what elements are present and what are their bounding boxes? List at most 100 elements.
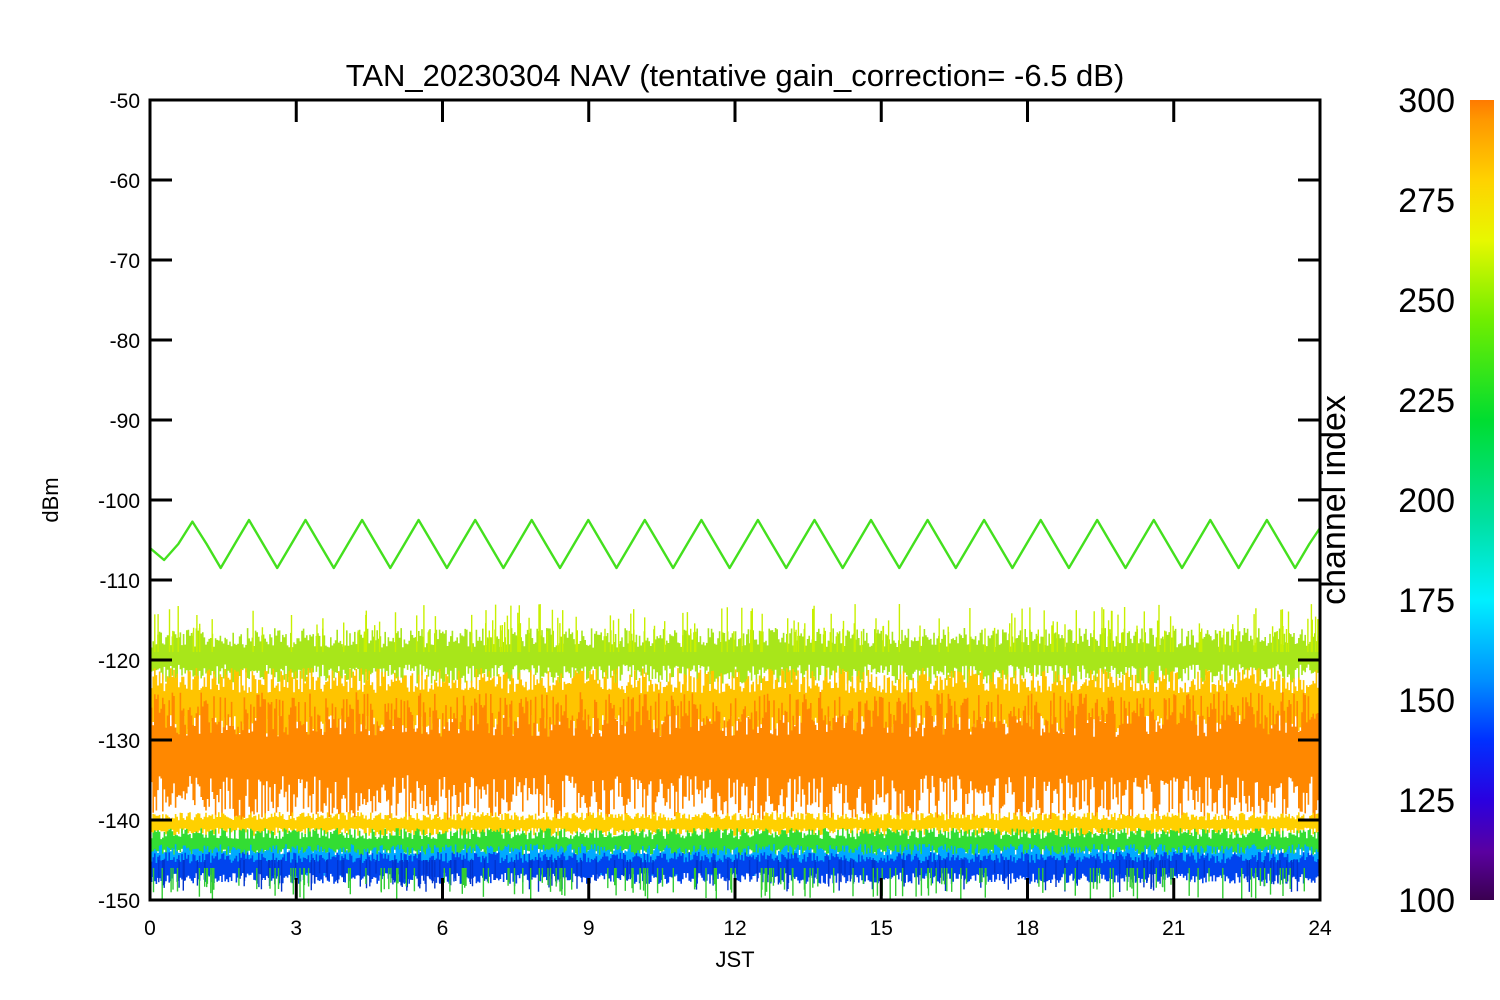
series-point (290, 543, 293, 545)
series-point (856, 543, 858, 545)
series-point (545, 543, 547, 545)
series-point (1054, 543, 1056, 545)
series-point (700, 519, 703, 521)
series-point (1251, 543, 1254, 545)
series-point (304, 519, 307, 521)
series-point (983, 519, 985, 521)
series-point (446, 567, 448, 569)
y-tick-label: -70 (110, 250, 140, 273)
colorbar-tick-label: 300 (1398, 82, 1455, 120)
y-tick-label: -110 (100, 570, 140, 593)
series-point (389, 567, 392, 569)
y-axis-label: dBm (38, 477, 63, 522)
x-tick-label: 24 (1308, 917, 1332, 940)
noise-band-300 (150, 692, 1320, 820)
y-tick-label: -120 (98, 650, 140, 673)
series-point (1237, 567, 1240, 569)
series-point (629, 543, 632, 545)
series-point (1025, 543, 1028, 545)
series-point (827, 543, 830, 545)
y-tick-label: -130 (98, 730, 140, 753)
y-tick-label: -150 (98, 890, 140, 913)
series-point (1068, 567, 1070, 569)
series-point (1209, 519, 1212, 521)
series-point (969, 543, 971, 545)
series-point (1011, 567, 1014, 569)
colorbar-tick-label: 200 (1398, 482, 1455, 520)
series-point (460, 543, 462, 545)
colorbar: 300 275 250 225 200 175 150 125 100 (1398, 82, 1494, 920)
noise-band-275 (150, 812, 1320, 836)
series-point (1124, 567, 1127, 569)
series-point (361, 519, 363, 521)
series-point (870, 519, 872, 521)
series-point (432, 543, 434, 545)
plot-area (150, 518, 1320, 900)
noise-band-135 (150, 852, 1320, 884)
series-point (559, 567, 561, 569)
colorbar-tick-label: 225 (1398, 382, 1455, 420)
series-point (474, 519, 477, 521)
series-point (248, 519, 250, 521)
series-point (601, 543, 604, 545)
series-point (728, 567, 731, 569)
colorbar-tick-label: 175 (1398, 582, 1455, 620)
series-point (587, 519, 590, 521)
series-point (940, 543, 943, 545)
series-point (573, 543, 575, 545)
series-point (1096, 519, 1098, 521)
series-point (163, 559, 165, 561)
series-point (1266, 519, 1268, 521)
colorbar-tick-label: 250 (1398, 282, 1455, 320)
series-point (516, 543, 519, 545)
colorbar-gradient (1470, 100, 1494, 900)
series-point (1280, 543, 1282, 545)
series-point (884, 543, 886, 545)
colorbar-tick-label: 150 (1398, 682, 1455, 720)
x-tick-label: 15 (870, 917, 893, 940)
series-point (1223, 543, 1226, 545)
x-tick-label: 18 (1016, 917, 1039, 940)
noise-band-240 (150, 828, 1320, 860)
series-point (1195, 543, 1197, 545)
series-point (234, 543, 236, 545)
noise-spikes-2 (152, 868, 1305, 900)
series-point (771, 543, 773, 545)
series-point (912, 543, 915, 545)
series-point (926, 519, 929, 521)
series-point (785, 567, 787, 569)
series-point (1082, 543, 1084, 545)
series-point (841, 567, 844, 569)
noise-band-255 (150, 628, 1320, 684)
x-tick-label: 0 (144, 917, 156, 940)
x-tick-label: 6 (437, 917, 449, 940)
series-point (276, 567, 279, 569)
series-point (1294, 567, 1296, 569)
series-point (813, 519, 816, 521)
series-point (615, 567, 618, 569)
series-point (1110, 543, 1113, 545)
y-axis: -50 -60 -70 -80 -90 -100 -110 -120 -130 -140 -150 (98, 90, 1320, 913)
series-point (672, 567, 674, 569)
series-point (799, 543, 802, 545)
series-line-0 (150, 518, 1320, 570)
series-point (219, 567, 222, 569)
series-point (1039, 519, 1042, 521)
y-tick-label: -90 (110, 410, 140, 433)
series-point (1308, 543, 1311, 545)
series-point (1167, 543, 1169, 545)
colorbar-tick-label: 275 (1398, 182, 1455, 220)
x-axis: 0 3 6 9 12 15 18 21 24 (144, 100, 1332, 940)
series-point (318, 543, 321, 545)
series-point (375, 543, 378, 545)
series-point (686, 543, 688, 545)
y-tick-label: -60 (110, 170, 140, 193)
series-point (1138, 543, 1141, 545)
series-point (502, 567, 505, 569)
series-point (743, 543, 745, 545)
colorbar-label: channel index (1315, 395, 1353, 605)
series-point (757, 519, 759, 521)
series-point (898, 567, 901, 569)
colorbar-tick-label: 100 (1398, 882, 1455, 920)
series-point (403, 543, 406, 545)
